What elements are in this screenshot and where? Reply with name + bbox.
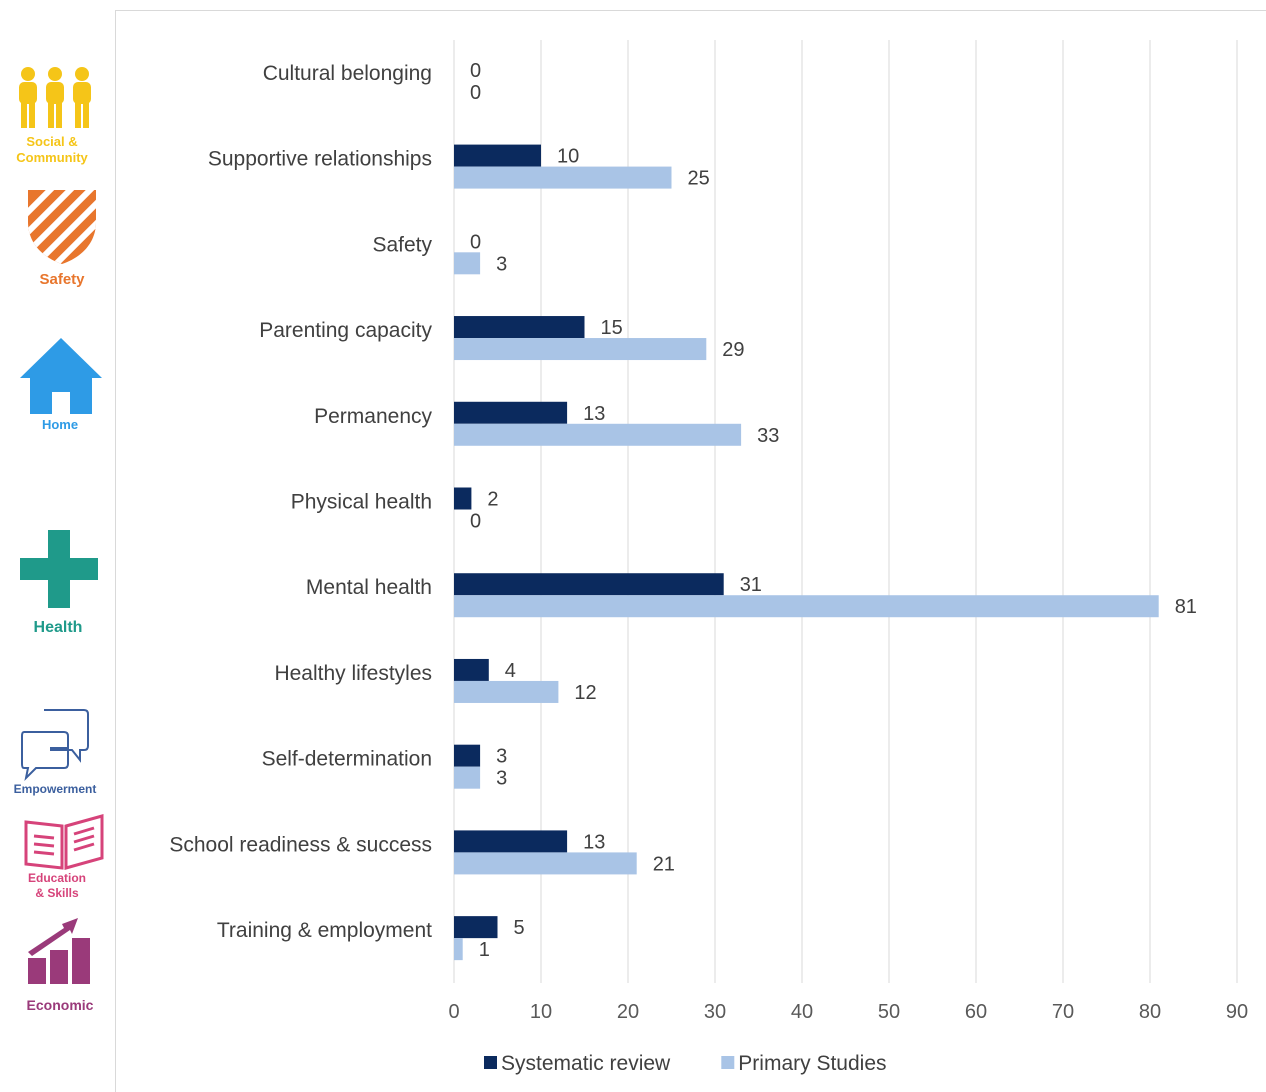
data-label: 15 [601, 317, 623, 339]
social-community-icon [19, 67, 91, 128]
category-label: Permanency [314, 405, 432, 428]
category-label: Physical health [291, 491, 432, 514]
home-label: Home [41, 417, 79, 432]
social-community-label: Social & Community [16, 134, 88, 165]
bar [454, 252, 481, 275]
data-label: 12 [574, 682, 596, 704]
legend-swatch [721, 1056, 735, 1069]
home-icon [20, 338, 102, 414]
safety-label: Safety [39, 271, 85, 288]
bar [454, 316, 585, 339]
economic-label: Economic [26, 997, 94, 1013]
bar [454, 744, 481, 767]
category-label: Parenting capacity [259, 319, 432, 342]
empowerment-icon [21, 709, 89, 782]
data-label: 3 [496, 253, 507, 275]
x-tick-label: 0 [448, 1001, 459, 1023]
bar [454, 595, 1159, 618]
legend-label: Systematic review [501, 1052, 671, 1075]
bar [454, 487, 472, 510]
legend-label: Primary Studies [738, 1052, 886, 1075]
x-tick-label: 50 [878, 1001, 900, 1023]
chart-frame [115, 10, 1266, 1092]
legend-swatch [484, 1056, 497, 1069]
data-label: 25 [688, 168, 710, 190]
bar [454, 401, 568, 424]
bar [454, 658, 489, 681]
data-label: 13 [583, 831, 605, 853]
x-tick-label: 70 [1052, 1001, 1074, 1023]
empowerment-label: Empowerment [13, 782, 97, 796]
bar [454, 166, 672, 189]
data-label: 3 [496, 768, 507, 790]
bar [454, 916, 498, 939]
data-label: 31 [740, 574, 762, 596]
data-label: 13 [583, 403, 605, 425]
category-label: Mental health [306, 576, 432, 599]
data-label: 0 [470, 231, 481, 253]
bar [454, 852, 637, 875]
category-label: Healthy lifestyles [274, 662, 432, 685]
category-label: Self-determination [262, 748, 432, 771]
x-tick-label: 20 [617, 1001, 639, 1023]
bar [454, 766, 481, 789]
bar [454, 338, 707, 361]
category-label: Supportive relationships [208, 148, 432, 171]
data-label: 2 [487, 489, 498, 511]
data-label: 0 [470, 511, 481, 533]
data-label: 1 [479, 939, 490, 961]
data-label: 5 [514, 917, 525, 939]
category-label: Cultural belonging [263, 62, 432, 85]
category-label: Training & employment [217, 919, 432, 942]
data-label: 0 [470, 60, 481, 82]
x-tick-label: 30 [704, 1001, 726, 1023]
data-label: 4 [505, 660, 516, 682]
bar [454, 680, 559, 703]
data-label: 21 [653, 853, 675, 875]
bar [454, 938, 463, 961]
bar [454, 423, 742, 446]
category-label: School readiness & success [169, 833, 432, 856]
data-label: 29 [722, 339, 744, 361]
data-label: 81 [1175, 596, 1197, 618]
data-label: 33 [757, 425, 779, 447]
category-label: Safety [372, 233, 432, 256]
data-label: 10 [557, 146, 579, 168]
bar [454, 573, 724, 596]
bar [454, 830, 568, 853]
x-tick-label: 10 [530, 1001, 552, 1023]
education-skills-label: Education & Skills [27, 871, 86, 900]
data-label: 0 [470, 82, 481, 104]
x-tick-label: 80 [1139, 1001, 1161, 1023]
safety-icon [28, 190, 96, 264]
economic-icon [28, 918, 90, 984]
bar [454, 144, 541, 167]
data-label: 3 [496, 746, 507, 768]
x-tick-label: 60 [965, 1001, 987, 1023]
education-skills-icon [24, 814, 104, 870]
x-tick-label: 40 [791, 1001, 813, 1023]
health-label: Health [33, 619, 83, 636]
health-icon [20, 530, 98, 608]
x-tick-label: 90 [1226, 1001, 1248, 1023]
